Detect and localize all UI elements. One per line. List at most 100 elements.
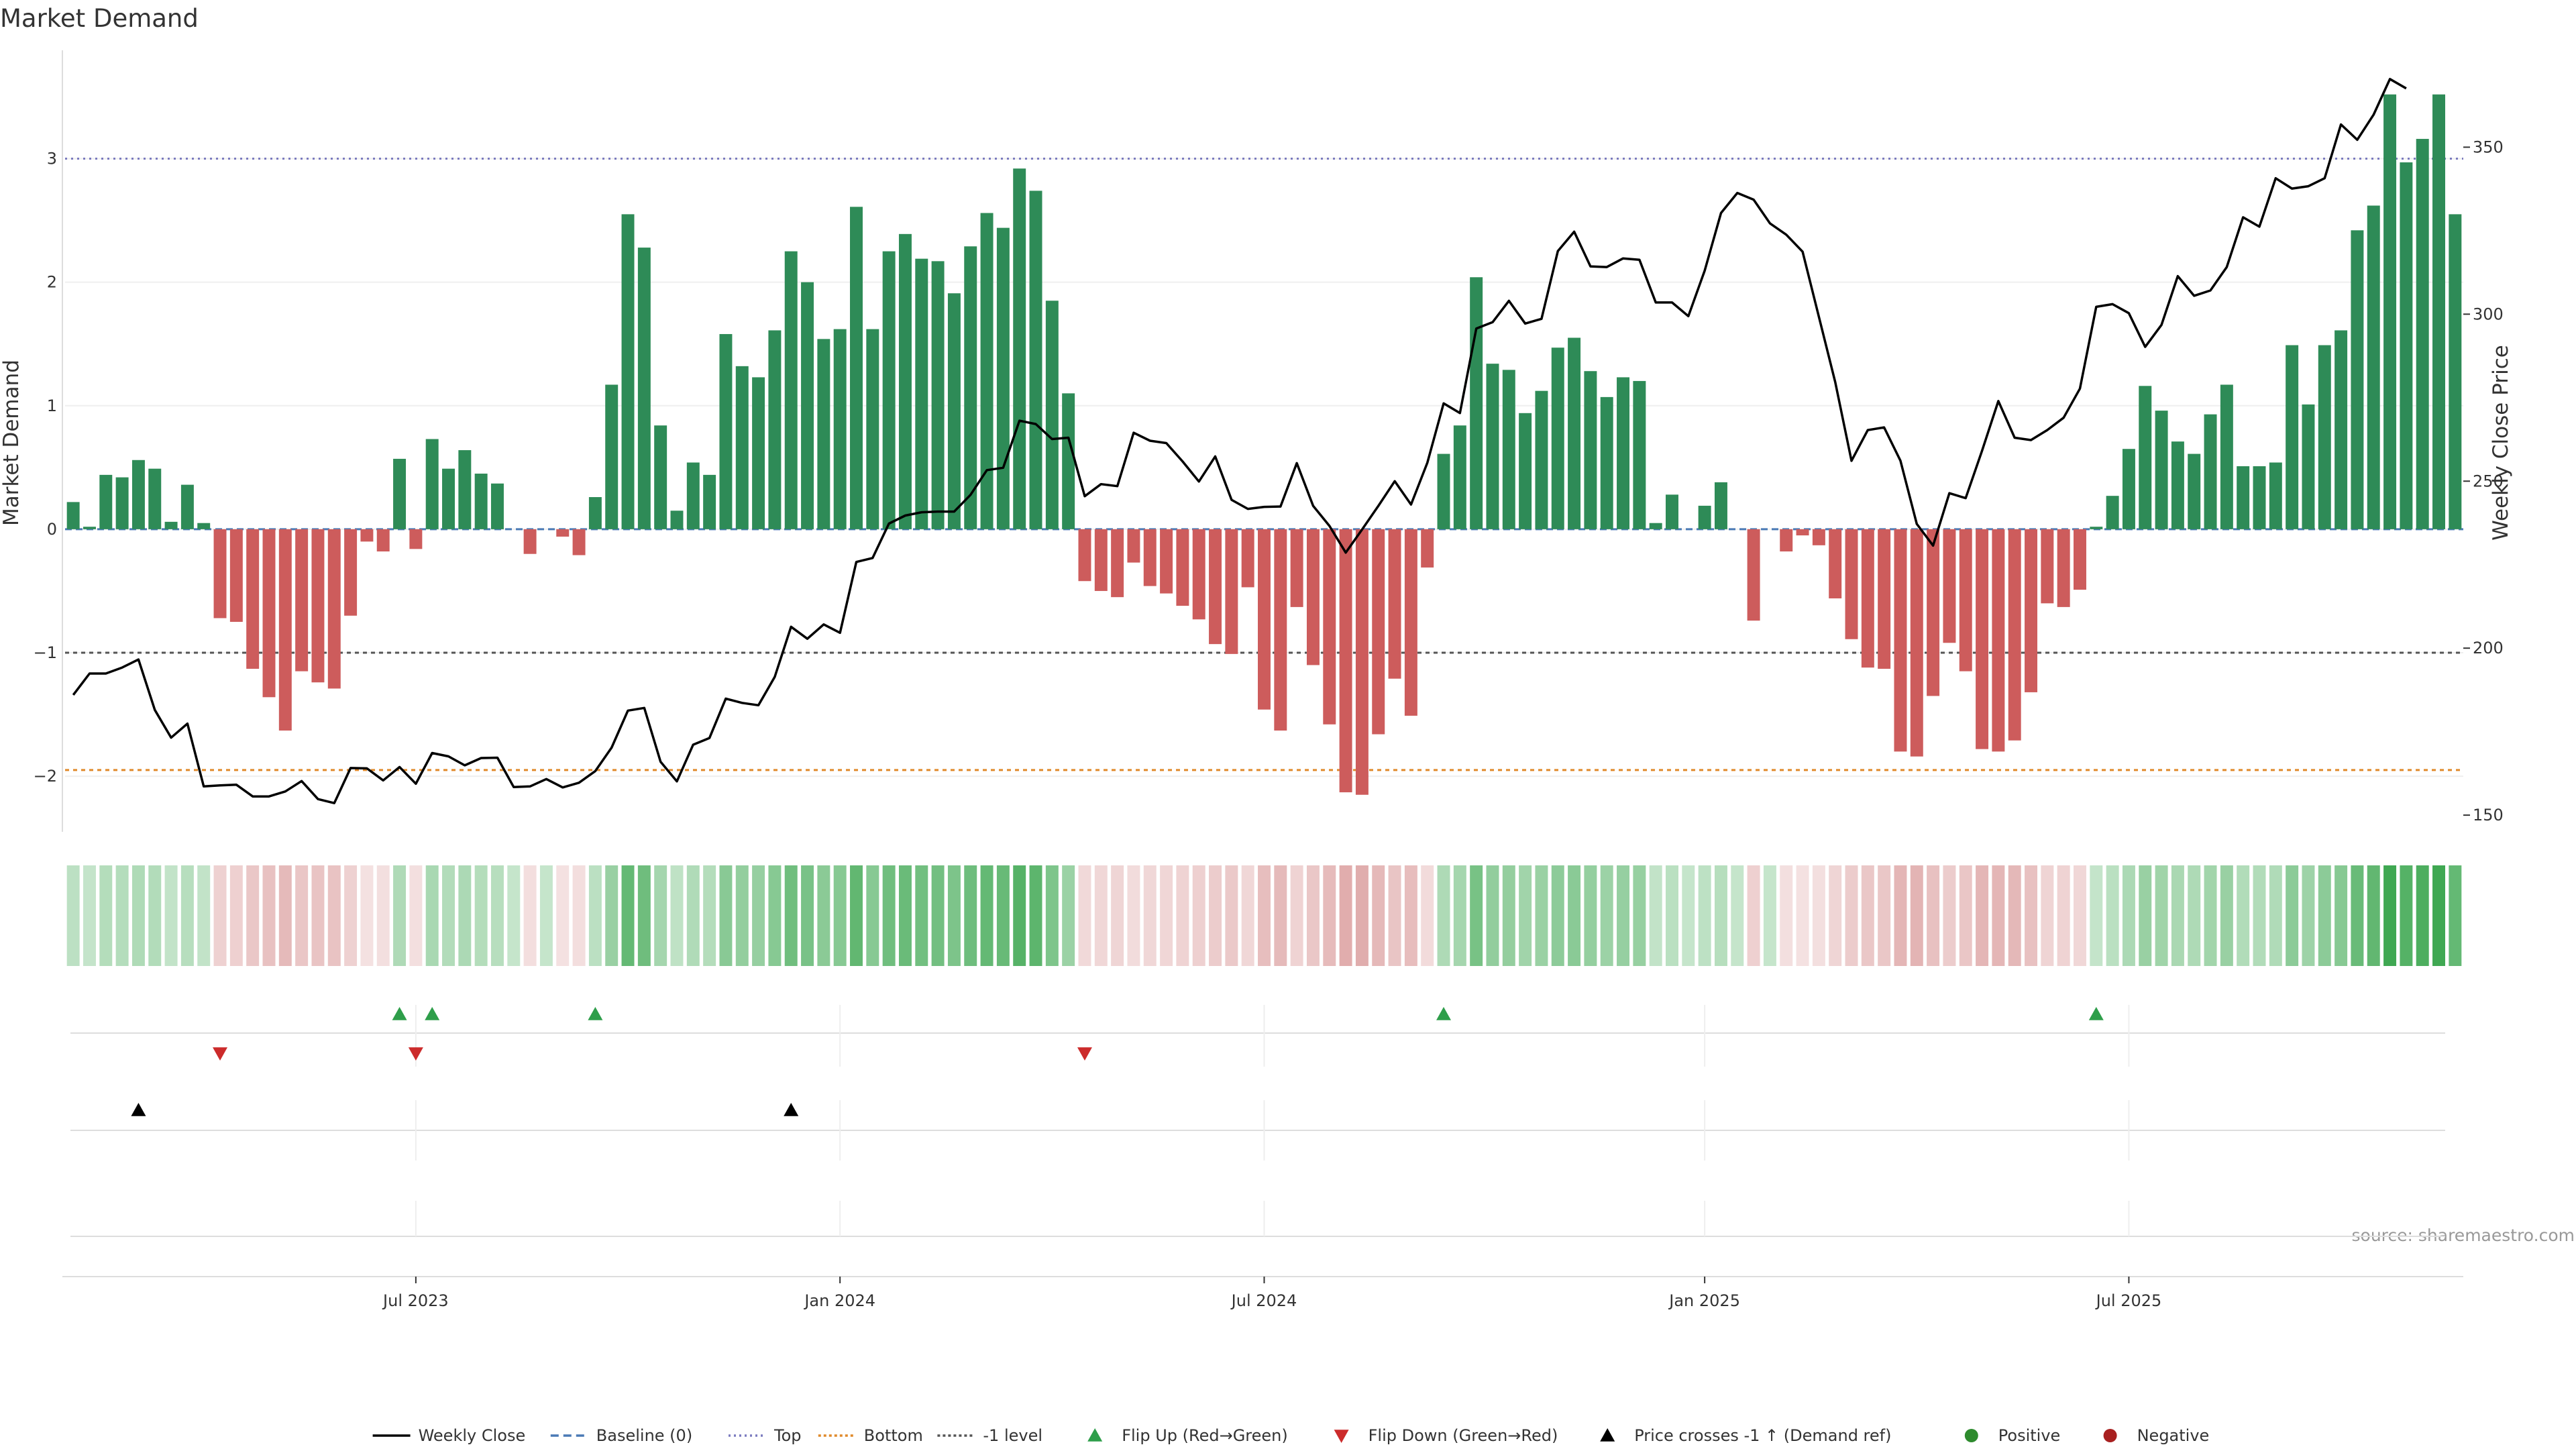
demand-bar (1910, 529, 1923, 757)
heat-cell (327, 865, 341, 966)
demand-bar (164, 521, 178, 529)
heat-cell (507, 865, 521, 966)
heat-cell (442, 865, 455, 966)
source-note: source: sharemaestro.com (2352, 1226, 2575, 1245)
y-axis: −2 −1 0 1 2 3 (34, 150, 57, 786)
legend-label: Baseline (0) (596, 1426, 692, 1445)
heat-cell (1078, 865, 1091, 966)
heat-cell (1290, 865, 1303, 966)
heat-cell (2139, 865, 2152, 966)
heat-cell (556, 865, 570, 966)
legend-label: Price crosses -1 ↑ (Demand ref) (1634, 1426, 1891, 1445)
heat-cell (817, 865, 830, 966)
heat-cell (1551, 865, 1564, 966)
demand-bar (1633, 380, 1646, 529)
weekly-close-line-layer (72, 78, 2407, 804)
heat-cell (801, 865, 814, 966)
demand-bar (1714, 482, 1727, 529)
legend-item-3: Bottom (818, 1426, 923, 1445)
heat-cell (246, 865, 260, 966)
demand-bar (1241, 529, 1254, 588)
demand-bar (2139, 386, 2152, 529)
demand-bar (1421, 529, 1434, 568)
demand-bar (621, 214, 635, 529)
demand-bar (768, 330, 782, 529)
heat-cell (2025, 865, 2038, 966)
heat-cell (490, 865, 504, 966)
demand-bar (850, 207, 863, 529)
demand-bar (1176, 529, 1189, 606)
heat-cell (1127, 865, 1140, 966)
heat-cell (898, 865, 912, 966)
heat-cell (1355, 865, 1368, 966)
demand-bars (66, 94, 2462, 795)
demand-bar (1976, 529, 1989, 749)
y-tick-label: 1 (47, 396, 57, 415)
demand-bar (1290, 529, 1303, 607)
demand-bar (83, 527, 96, 529)
legend-label: Flip Down (Green→Red) (1368, 1426, 1558, 1445)
demand-bar (425, 439, 439, 529)
demand-bar (311, 529, 325, 683)
heat-cell (344, 865, 358, 966)
heat-cell (2286, 865, 2299, 966)
heat-cell (2253, 865, 2266, 966)
heat-cell (996, 865, 1010, 966)
heat-cell (2171, 865, 2184, 966)
heat-cell (1780, 865, 1793, 966)
heat-cell (947, 865, 961, 966)
demand-bar (1274, 529, 1287, 731)
heat-cell (425, 865, 439, 966)
heat-cell (1323, 865, 1336, 966)
heat-cell (1372, 865, 1385, 966)
heat-cell (833, 865, 847, 966)
heat-cell (1910, 865, 1923, 966)
demand-bar (996, 227, 1010, 529)
heat-cell (1584, 865, 1597, 966)
heat-cell (1470, 865, 1483, 966)
heat-cell (2155, 865, 2168, 966)
demand-bar (2041, 529, 2054, 604)
heat-cell (2416, 865, 2429, 966)
chart-title: Market Demand (0, 4, 199, 33)
heat-cell (2041, 865, 2054, 966)
heat-cell (637, 865, 651, 966)
demand-bar (833, 329, 847, 529)
heat-cell (1927, 865, 1940, 966)
x-tick-label: Jul 2023 (382, 1291, 449, 1310)
demand-bar (1878, 529, 1891, 669)
demand-bar (360, 529, 374, 542)
demand-bar (2416, 139, 2429, 529)
demand-bar (1812, 529, 1825, 545)
demand-bar (180, 484, 194, 529)
legend-label: Bottom (864, 1426, 923, 1445)
demand-bar (2318, 345, 2331, 529)
heat-cell (2188, 865, 2201, 966)
heat-cell (1013, 865, 1026, 966)
demand-bar (931, 261, 945, 529)
demand-bar (2188, 453, 2201, 529)
legend-swatch (1600, 1428, 1615, 1442)
x-tick-label: Jan 2024 (803, 1291, 875, 1310)
demand-bar (1584, 371, 1597, 529)
demand-bar (1470, 277, 1483, 529)
heat-cell (1666, 865, 1678, 966)
heat-cell (99, 865, 113, 966)
demand-bar (784, 251, 798, 529)
heat-cell (1404, 865, 1417, 966)
y2-tick-label: 300 (2473, 305, 2504, 323)
y2-tick-label: 150 (2473, 806, 2504, 824)
demand-bar (670, 511, 684, 529)
demand-bar (2286, 345, 2299, 529)
legend-label: Positive (1998, 1426, 2061, 1445)
legend-item-4: -1 level (937, 1426, 1042, 1445)
event-marker-panels (70, 1005, 2445, 1237)
heat-cell (1812, 865, 1825, 966)
heat-cell (197, 865, 211, 966)
heat-cell (1617, 865, 1630, 966)
heat-cell (539, 865, 553, 966)
heat-cell (1519, 865, 1532, 966)
heat-cell (1878, 865, 1891, 966)
heat-cell (523, 865, 537, 966)
demand-bar (686, 462, 700, 529)
